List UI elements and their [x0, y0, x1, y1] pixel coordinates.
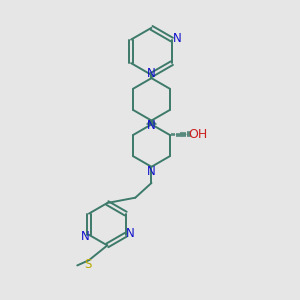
Text: N: N — [173, 32, 182, 45]
Text: OH: OH — [188, 128, 207, 141]
Text: N: N — [125, 226, 134, 239]
Text: N: N — [80, 230, 89, 243]
Text: N: N — [146, 119, 155, 132]
Text: N: N — [146, 165, 155, 178]
Text: S: S — [84, 258, 91, 271]
Text: N: N — [146, 67, 155, 80]
